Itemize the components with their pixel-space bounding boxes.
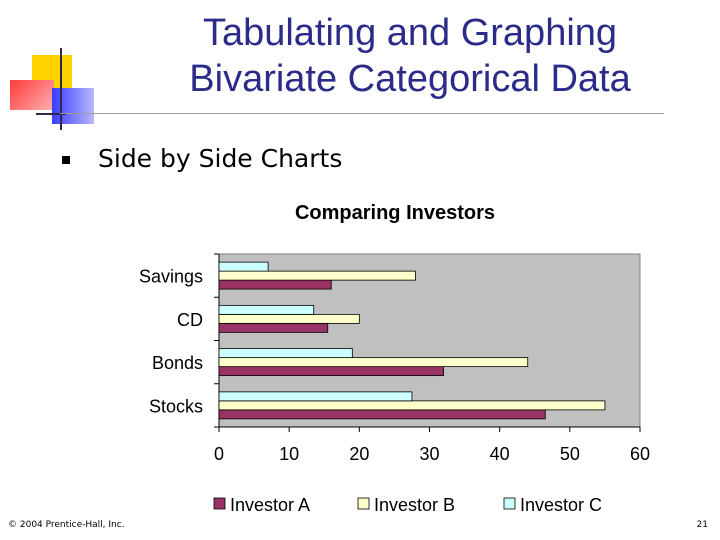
x-tick-label: 50 — [560, 444, 580, 464]
bar-investor-a-stocks — [218, 409, 546, 420]
bullet-text: Side by Side Charts — [98, 144, 343, 173]
legend-label: Investor C — [520, 495, 602, 515]
y-category-label: Stocks — [149, 396, 203, 416]
legend-swatch — [503, 497, 516, 510]
bar-investor-c-savings — [218, 261, 269, 272]
bar-investor-c-stocks — [218, 391, 413, 402]
y-category-label: CD — [177, 310, 203, 330]
bar-investor-a-cd — [218, 322, 329, 333]
x-tick-label: 10 — [279, 444, 299, 464]
title-divider — [60, 113, 664, 114]
logo-vertical-line — [60, 48, 62, 130]
legend-swatch — [213, 497, 226, 510]
x-tick-label: 0 — [214, 444, 224, 464]
y-category-label: Savings — [139, 267, 203, 287]
page-number: 21 — [696, 520, 708, 530]
logo-blue-square — [52, 88, 94, 124]
bar-investor-b-stocks — [218, 400, 606, 411]
copyright-footer: © 2004 Prentice-Hall, Inc. — [8, 520, 125, 530]
logo-horizontal-line — [36, 113, 66, 115]
bar-investor-b-cd — [218, 313, 360, 324]
bar-investor-c-cd — [218, 304, 315, 315]
slide-title: Tabulating and Graphing Bivariate Catego… — [140, 10, 680, 102]
bar-investor-c-bonds — [218, 348, 353, 359]
x-tick-label: 40 — [490, 444, 510, 464]
legend-label: Investor B — [374, 495, 455, 515]
bar-investor-a-bonds — [218, 366, 444, 377]
x-tick-label: 20 — [349, 444, 369, 464]
chart-title: Comparing Investors — [295, 202, 495, 224]
bar-investor-b-bonds — [218, 357, 529, 368]
x-tick-label: 30 — [419, 444, 439, 464]
slide-title-line-1: Tabulating and Graphing — [202, 12, 618, 54]
y-category-label: Bonds — [152, 353, 203, 373]
bullet-square-icon — [62, 156, 70, 164]
logo-red-square — [10, 80, 54, 110]
bar-investor-a-savings — [218, 279, 332, 290]
bar-investor-b-savings — [218, 270, 416, 281]
x-tick-label: 60 — [630, 444, 650, 464]
legend-swatch — [357, 497, 370, 510]
slide-title-line-2: Bivariate Categorical Data — [189, 58, 631, 100]
legend-label: Investor A — [230, 495, 310, 515]
